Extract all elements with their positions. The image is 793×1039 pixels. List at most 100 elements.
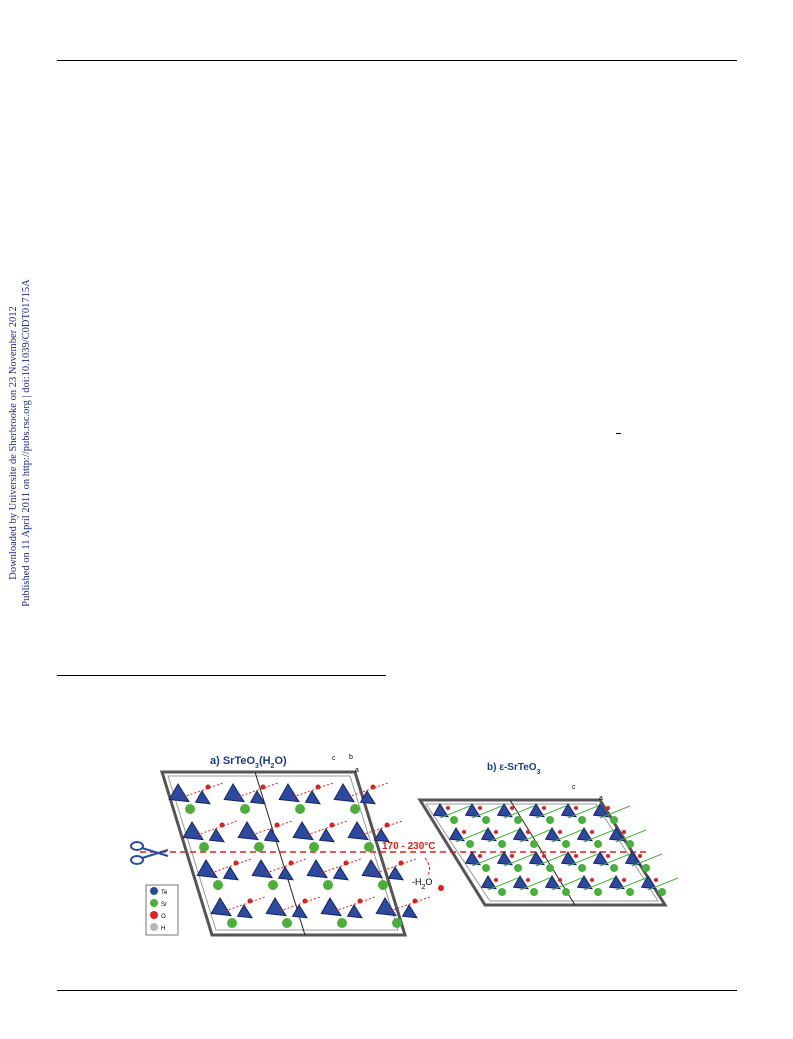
- atom: [227, 918, 237, 928]
- bond: [224, 896, 266, 912]
- atom: [546, 816, 554, 824]
- atom: [478, 806, 482, 810]
- polyhedron: [347, 821, 369, 841]
- atom: [466, 840, 474, 848]
- bond: [583, 829, 615, 843]
- legend-label: H: [161, 926, 165, 932]
- legend-swatch: [150, 887, 158, 895]
- atom: [558, 878, 562, 882]
- atom: [309, 842, 319, 852]
- atom: [462, 830, 466, 834]
- scissors: [130, 841, 169, 865]
- bond: [535, 853, 567, 867]
- polyhedron: [401, 904, 418, 919]
- legend-swatch: [150, 911, 158, 919]
- atom: [392, 918, 402, 928]
- polyhedron: [373, 828, 390, 843]
- legend-label: Sr: [161, 902, 167, 908]
- bond: [361, 820, 403, 836]
- polyhedron: [496, 803, 513, 818]
- axis-label: c: [572, 784, 576, 791]
- atom: [482, 864, 490, 872]
- atom: [638, 854, 642, 858]
- cell-a-inner: [167, 775, 399, 931]
- polyhedron: [592, 851, 609, 866]
- bond: [615, 829, 647, 843]
- polyhedron: [223, 783, 245, 803]
- polyhedron: [306, 859, 328, 879]
- polyhedron: [168, 783, 190, 803]
- atom: [295, 804, 305, 814]
- atom: [213, 880, 223, 890]
- polyhedron: [265, 897, 287, 917]
- polyhedron: [359, 790, 376, 805]
- polyhedron: [320, 897, 342, 917]
- atom: [562, 840, 570, 848]
- bond: [503, 805, 535, 819]
- axis-label: a: [355, 767, 359, 774]
- atom: [185, 804, 195, 814]
- atom: [574, 854, 578, 858]
- bond: [182, 782, 224, 798]
- bond: [487, 877, 519, 891]
- atom: [514, 816, 522, 824]
- polyhedron: [236, 904, 253, 919]
- cell-a: [159, 770, 408, 937]
- polyhedron: [544, 875, 561, 890]
- atom: [626, 888, 634, 896]
- polyhedron: [318, 828, 335, 843]
- atom: [626, 840, 634, 848]
- text-part: 3: [537, 769, 541, 776]
- polyhedron: [576, 875, 593, 890]
- polyhedron: [560, 851, 577, 866]
- cell-b: [417, 798, 668, 907]
- bond: [334, 896, 376, 912]
- polyhedron: [194, 790, 211, 805]
- bond: [583, 877, 615, 891]
- polyhedron: [210, 897, 232, 917]
- atom: [610, 864, 618, 872]
- cell-b-inner: [425, 803, 659, 902]
- mark: [616, 433, 621, 434]
- polyhedron: [512, 875, 529, 890]
- text-part: b) ε-SrTeO: [487, 762, 537, 773]
- atom: [578, 816, 586, 824]
- polyhedron: [592, 803, 609, 818]
- atom: [494, 830, 498, 834]
- atom: [526, 878, 530, 882]
- polyhedron: [544, 827, 561, 842]
- bond: [292, 782, 334, 798]
- atom: [594, 840, 602, 848]
- bond: [471, 805, 503, 819]
- polyhedron: [576, 827, 593, 842]
- atom: [510, 806, 514, 810]
- polyhedron: [249, 790, 266, 805]
- axis-label: c: [332, 755, 336, 762]
- bond: [535, 805, 567, 819]
- axis-label: b: [349, 754, 353, 761]
- bond: [265, 858, 307, 874]
- bond: [519, 877, 551, 891]
- polyhedron: [480, 827, 497, 842]
- polyhedron: [608, 827, 625, 842]
- atom: [498, 840, 506, 848]
- polyhedron: [251, 859, 273, 879]
- polyhedron: [640, 875, 657, 890]
- atom: [622, 830, 626, 834]
- atom: [240, 804, 250, 814]
- legend-swatch: [150, 899, 158, 907]
- bond: [251, 820, 293, 836]
- text-part: 2: [422, 884, 426, 891]
- polyhedron: [237, 821, 259, 841]
- atom: [450, 816, 458, 824]
- text-part: (H: [259, 755, 271, 767]
- atom: [594, 888, 602, 896]
- polyhedron: [346, 904, 363, 919]
- polyhedron: [208, 828, 225, 843]
- polyhedron: [292, 821, 314, 841]
- atom: [610, 816, 618, 824]
- bond: [375, 858, 417, 874]
- polyhedron: [464, 803, 481, 818]
- legend-swatch: [150, 923, 158, 931]
